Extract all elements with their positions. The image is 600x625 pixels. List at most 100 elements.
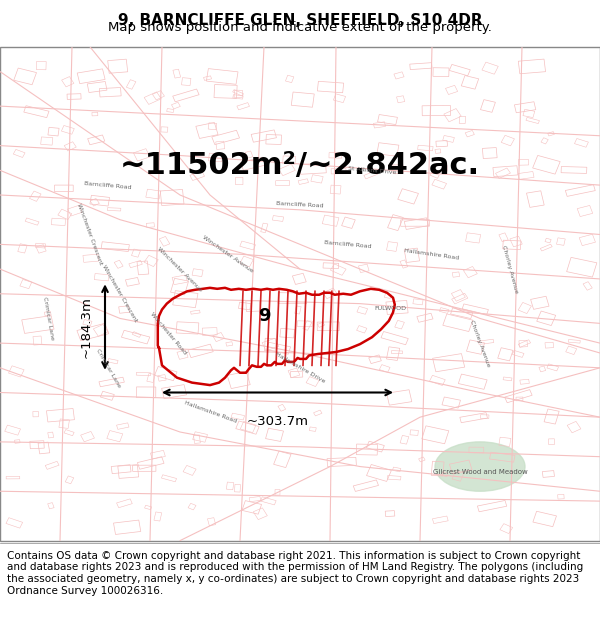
Bar [373,122,385,128]
Bar [132,332,141,338]
Bar [161,475,176,482]
Bar [30,441,44,449]
Bar [196,122,218,139]
Bar [18,244,27,253]
Bar [526,191,544,208]
Bar [330,185,341,194]
Bar [260,497,276,505]
Text: Winchester Crescent: Winchester Crescent [76,203,104,266]
Bar [249,496,260,502]
Bar [45,461,59,469]
Bar [274,451,291,468]
Bar [131,249,140,257]
Bar [356,444,377,455]
Bar [460,412,487,422]
Bar [526,118,539,124]
Ellipse shape [435,442,525,491]
Text: Hallamshire Drive: Hallamshire Drive [274,351,326,384]
Bar [317,322,340,331]
Bar [154,512,162,521]
Bar [516,397,523,401]
Bar [236,421,259,434]
Bar [417,313,433,322]
Bar [413,299,423,305]
Bar [540,244,552,251]
Bar [67,94,81,99]
Bar [194,435,200,443]
Bar [266,342,290,354]
Bar [386,390,412,405]
Bar [311,175,323,183]
Bar [144,92,161,104]
Bar [286,75,294,82]
Bar [478,501,507,512]
Bar [388,214,403,231]
Bar [13,149,25,158]
Bar [14,439,20,443]
Bar [88,135,105,145]
Bar [176,322,199,334]
Bar [466,232,481,243]
Bar [404,217,428,229]
Bar [377,114,397,124]
Bar [158,374,166,381]
Bar [8,366,24,377]
Bar [92,112,98,116]
Bar [445,86,458,94]
Bar [323,262,338,269]
Bar [192,269,203,276]
Bar [216,141,225,149]
Bar [206,69,238,84]
Bar [90,196,110,206]
Bar [275,489,280,495]
Bar [334,94,346,102]
Bar [561,166,587,173]
Bar [173,69,181,78]
Bar [557,494,564,499]
Text: Winchester Avenue: Winchester Avenue [202,235,254,274]
Bar [231,413,245,420]
Bar [212,130,239,144]
Bar [461,76,479,89]
Bar [240,241,256,250]
Bar [364,171,377,179]
Bar [145,505,152,509]
Bar [48,127,59,136]
Bar [44,311,51,316]
Bar [172,102,181,109]
Bar [444,109,461,122]
Bar [233,89,244,96]
Bar [64,429,74,436]
Bar [393,165,403,174]
Bar [518,340,530,348]
Bar [147,373,155,382]
Text: Winchester Avenue: Winchester Avenue [157,246,203,292]
Bar [462,304,488,314]
Bar [520,379,529,384]
Bar [125,278,139,286]
Text: Winchester Road: Winchester Road [149,311,187,355]
Bar [443,136,454,142]
Bar [111,464,131,474]
Bar [6,518,23,528]
Bar [47,503,54,509]
Bar [493,166,518,177]
Bar [306,377,319,386]
Bar [388,476,401,480]
Bar [182,78,191,86]
Text: Barncliffe Road: Barncliffe Road [324,240,372,249]
Bar [172,275,188,284]
Text: Crimicar Lane: Crimicar Lane [42,296,54,341]
Text: 9: 9 [258,307,270,325]
Bar [451,289,466,301]
Bar [433,516,448,524]
Text: Crimicar Lane: Crimicar Lane [95,348,121,388]
Bar [116,499,132,508]
Bar [435,149,441,153]
Bar [83,319,92,326]
Bar [214,84,237,98]
Bar [202,328,217,336]
Text: ~184.3m: ~184.3m [80,296,93,358]
Bar [547,364,559,371]
Bar [177,350,188,359]
